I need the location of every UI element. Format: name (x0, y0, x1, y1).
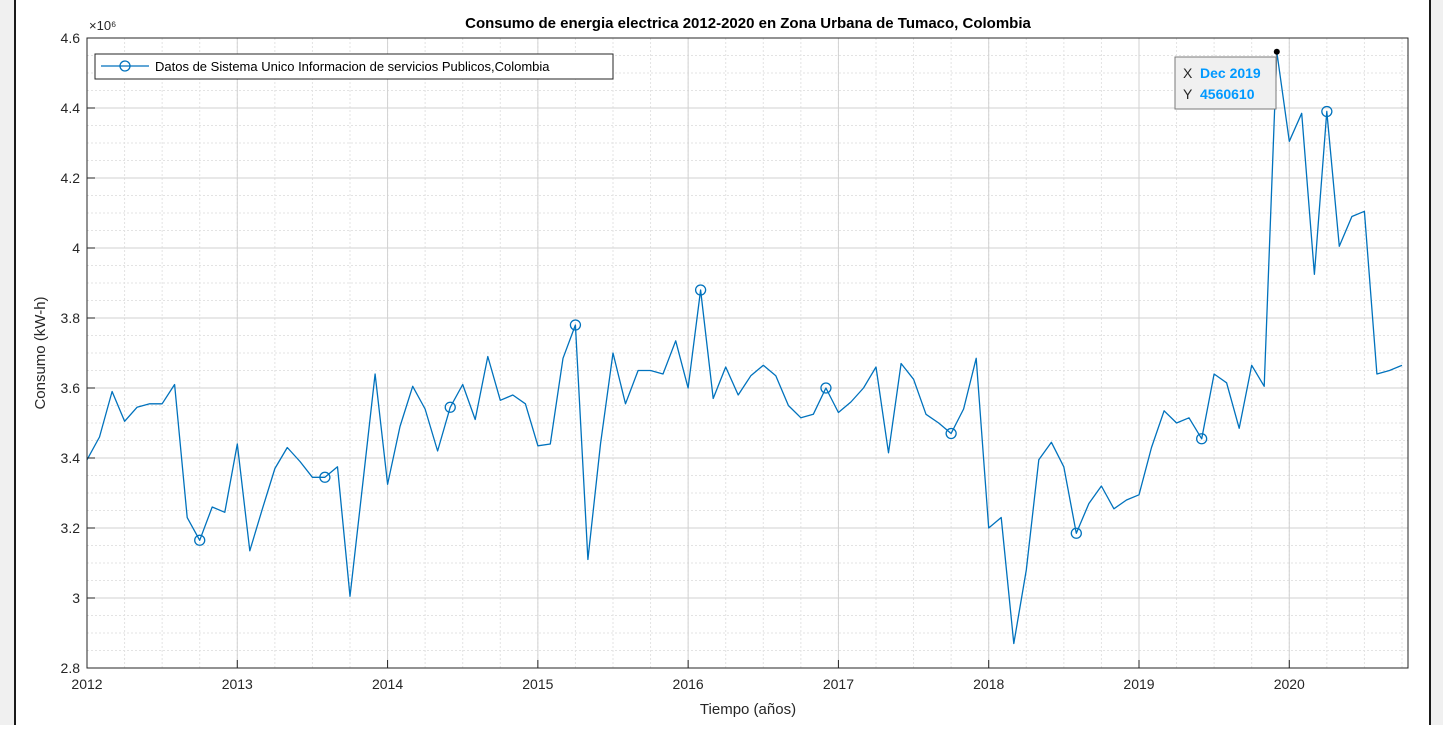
data-tip-box (1174, 56, 1277, 110)
x-axis-label: Tiempo (años) (700, 701, 796, 718)
x-tick-label: 2018 (973, 676, 1004, 692)
data-tip-connector (1275, 51, 1278, 84)
data-point-marker (945, 427, 957, 440)
legend-label: Datos de Sistema Unico Informacion de se… (155, 59, 550, 74)
x-tick-label: 2012 (71, 676, 102, 692)
chart-title: Consumo de energia electrica 2012-2020 e… (465, 15, 1031, 32)
x-tick-label: 2015 (522, 676, 553, 692)
data-point-marker (1070, 527, 1082, 539)
series-line (86, 51, 1403, 645)
legend[interactable]: Datos de Sistema Unico Informacion de se… (94, 53, 614, 80)
data-point-marker (319, 471, 331, 483)
x-tick-label: 2014 (372, 676, 403, 692)
legend-marker-sample (119, 60, 131, 72)
data-point-marker (1321, 105, 1333, 118)
data-tip[interactable]: X Dec 2019 Y 4560610 (1174, 48, 1280, 110)
data-point-marker (444, 401, 456, 413)
y-axis-exponent: ×10⁶ (89, 18, 116, 33)
data-tip-anchor-point (1273, 48, 1280, 55)
y-tick-label: 4 (72, 240, 80, 256)
data-point-marker (569, 319, 582, 331)
legend-box (94, 53, 614, 80)
data-tip-y-label: Y (1183, 86, 1193, 102)
y-tick-label: 4.2 (61, 170, 81, 186)
y-tick-label: 3.8 (61, 310, 81, 326)
data-point-marker (694, 284, 707, 296)
data-point-marker (820, 382, 832, 394)
x-tick-label: 2019 (1123, 676, 1154, 692)
y-tick-label: 2.8 (61, 660, 81, 676)
right-window-border (1429, 0, 1431, 725)
y-tick-label: 3.4 (61, 450, 81, 466)
data-point-marker (1196, 433, 1208, 445)
x-tick-label: 2020 (1274, 676, 1305, 692)
x-tick-label: 2013 (222, 676, 253, 692)
data-tip-x-label: X (1183, 65, 1193, 81)
data-point-marker (194, 534, 206, 546)
y-tick-label: 3.2 (61, 520, 81, 536)
y-axis-label: Consumo (kW-h) (32, 296, 49, 409)
y-tick-label: 3.6 (61, 380, 81, 396)
y-tick-label: 4.6 (61, 30, 81, 46)
left-window-edge (0, 0, 14, 725)
right-window-edge (1431, 0, 1443, 725)
y-tick-label: 3 (72, 590, 80, 606)
axes-box (86, 37, 1409, 669)
series-layer (86, 51, 1403, 645)
x-tick-label: 2017 (823, 676, 854, 692)
left-window-border (14, 0, 16, 725)
data-tip-x-value: Dec 2019 (1200, 65, 1261, 81)
axis-ticks: 2.8 3 3.2 3.4 3.6 3.8 4 4.2 4.4 4.6 2012 2013 2014 20… (61, 30, 1306, 692)
data-tip-y-value: 4560610 (1200, 86, 1255, 102)
y-tick-label: 4.4 (61, 100, 81, 116)
x-tick-label: 2016 (673, 676, 704, 692)
